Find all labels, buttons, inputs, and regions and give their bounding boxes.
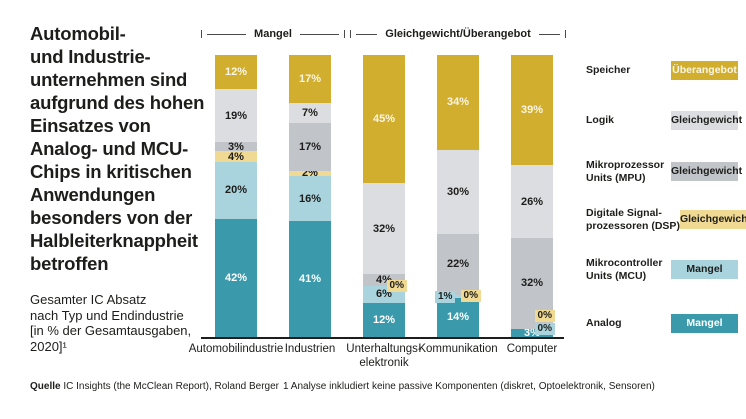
legend-label: Mikroprozessor Units (MPU) (586, 159, 665, 184)
bar-segment-analog (511, 328, 553, 337)
legend-label: Speicher (586, 64, 631, 77)
bar-segment-speicher (289, 55, 331, 103)
legend-item-logik: Logik Gleichgewicht (586, 111, 742, 130)
value-chip-digitale-signalprozessoren-dsp: 0% (460, 289, 481, 302)
bracket-right-tick (565, 30, 566, 38)
bracket-mangel: Mangel (201, 27, 345, 41)
bar-segment-analog (437, 297, 479, 337)
bar-segment-mikrocontroller-units-mcu (215, 162, 257, 219)
status-badge: Gleichgewicht (671, 111, 742, 130)
bar-computer: 3% 0% 0% 32% 26% 39% (511, 55, 555, 339)
category-label-industrien: Industrien (284, 343, 336, 355)
status-badge: Mangel (671, 314, 738, 333)
chart-subtitle: Gesamter IC Absatz nach Typ und Endindus… (30, 292, 192, 354)
legend-item-mikroprozessor: Mikroprozessor Units (MPU) Gleichgewicht (586, 159, 742, 184)
x-axis-line (201, 337, 564, 339)
bar-segment-logik (437, 149, 479, 234)
bar-segment-mikroprozessor-units-mpu (215, 142, 257, 151)
value-chip-digitale-signalprozessoren-dsp: 0% (534, 310, 555, 323)
legend-item-analog: Analog Mangel (586, 314, 738, 333)
source-text: IC Insights (the McClean Report), Roland… (60, 381, 280, 392)
status-badge: Gleichgewicht (679, 210, 746, 229)
bar-segment-analog (215, 218, 257, 337)
bar-kommunikation: 14% 1% 0% 22% 30% 34% (435, 55, 481, 337)
bar-segment-speicher (363, 55, 405, 184)
legend: Speicher Überangebot Logik Gleichgewicht Mik… (586, 0, 746, 360)
plot-area: 42% 20% 4% 3% 19% 12% 41% 16% 2% 17% 7% 17% 12% 6% 0% 4… (200, 55, 566, 339)
bracket-gleichgewicht-ueberangebot: Gleichgewicht/Überangebot (350, 27, 566, 41)
legend-label: Analog (586, 317, 622, 330)
legend-label: Digitale Signal- prozessoren (DSP) (586, 207, 680, 232)
category-label-unterhaltungselektronik: Unterhaltungs- elektronik (346, 343, 422, 369)
bar-segment-mikroprozessor-units-mpu (289, 122, 331, 171)
value-chip-digitale-signalprozessoren-dsp: 0% (386, 280, 407, 293)
value-chip-mikrocontroller-units-mcu: 1% (435, 291, 456, 304)
value-chip-mikrocontroller-units-mcu: 0% (534, 323, 555, 336)
bracket-right-tick (344, 30, 345, 38)
stacked-bar-chart: Mangel Gleichgewicht/Überangebot 42% 20% 4… (189, 0, 566, 419)
legend-label: Mikrocontroller Units (MCU) (586, 257, 663, 282)
bar-segment-logik (215, 88, 257, 143)
bar-segment-logik (289, 102, 331, 123)
bracket-line (538, 33, 560, 35)
category-labels: Automobilindustrie Industrien Unterhaltung… (189, 343, 566, 373)
bracket-left-tick (350, 30, 351, 38)
legend-label: Logik (586, 114, 614, 127)
category-label-automobilindustrie: Automobilindustrie (188, 343, 284, 355)
legend-item-speicher: Speicher Überangebot (586, 61, 738, 80)
legend-item-mikrocontroller: Mikrocontroller Units (MCU) Mangel (586, 257, 738, 282)
bar-segment-mikroprozessor-units-mpu (437, 233, 479, 296)
bracket-left-tick (201, 30, 202, 38)
bar-segment-digitale-signalprozessoren-dsp (215, 150, 257, 163)
bar-segment-mikrocontroller-units-mcu (289, 176, 331, 222)
status-badge: Gleichgewicht (671, 162, 742, 181)
group-annotations: Mangel Gleichgewicht/Überangebot (200, 27, 566, 41)
bar-segment-mikroprozessor-units-mpu (363, 274, 405, 286)
source-note: Quelle IC Insights (the McClean Report),… (30, 381, 279, 392)
bar-segment-speicher (437, 55, 479, 150)
page-title: Automobil- und Industrie- unternehmen si… (30, 23, 205, 274)
bar-segment-speicher (215, 55, 257, 89)
status-badge: Mangel (671, 260, 738, 279)
bar-segment-digitale-signalprozessoren-dsp (289, 170, 331, 177)
bracket-line (299, 33, 339, 35)
bracket-line (356, 33, 378, 35)
bracket-line (207, 33, 247, 35)
bar-unterhaltungselektronik: 12% 6% 0% 4% 32% 45% (363, 55, 407, 337)
bar-segment-mikrocontroller-units-mcu (437, 295, 479, 298)
bar-automobilindustrie: 42% 20% 4% 3% 19% 12% (215, 55, 257, 337)
legend-item-digitale-signal: Digitale Signal- prozessoren (DSP) Gleich… (586, 207, 746, 232)
bar-segment-analog (363, 302, 405, 337)
category-label-computer: Computer (506, 343, 558, 355)
footnote: 1 Analyse inkludiert keine passive Kompo… (283, 381, 655, 392)
bar-industrien: 41% 16% 2% 17% 7% 17% (289, 55, 331, 337)
status-badge: Überangebot (671, 61, 738, 80)
bar-segment-logik (363, 183, 405, 275)
bracket-label: Gleichgewicht/Überangebot (385, 28, 531, 40)
bar-segment-speicher (511, 55, 553, 165)
category-label-kommunikation: Kommunikation (418, 343, 498, 355)
bar-segment-logik (511, 165, 553, 239)
source-label: Quelle (30, 381, 61, 392)
bracket-label: Mangel (254, 28, 292, 40)
bar-segment-analog (289, 221, 331, 337)
